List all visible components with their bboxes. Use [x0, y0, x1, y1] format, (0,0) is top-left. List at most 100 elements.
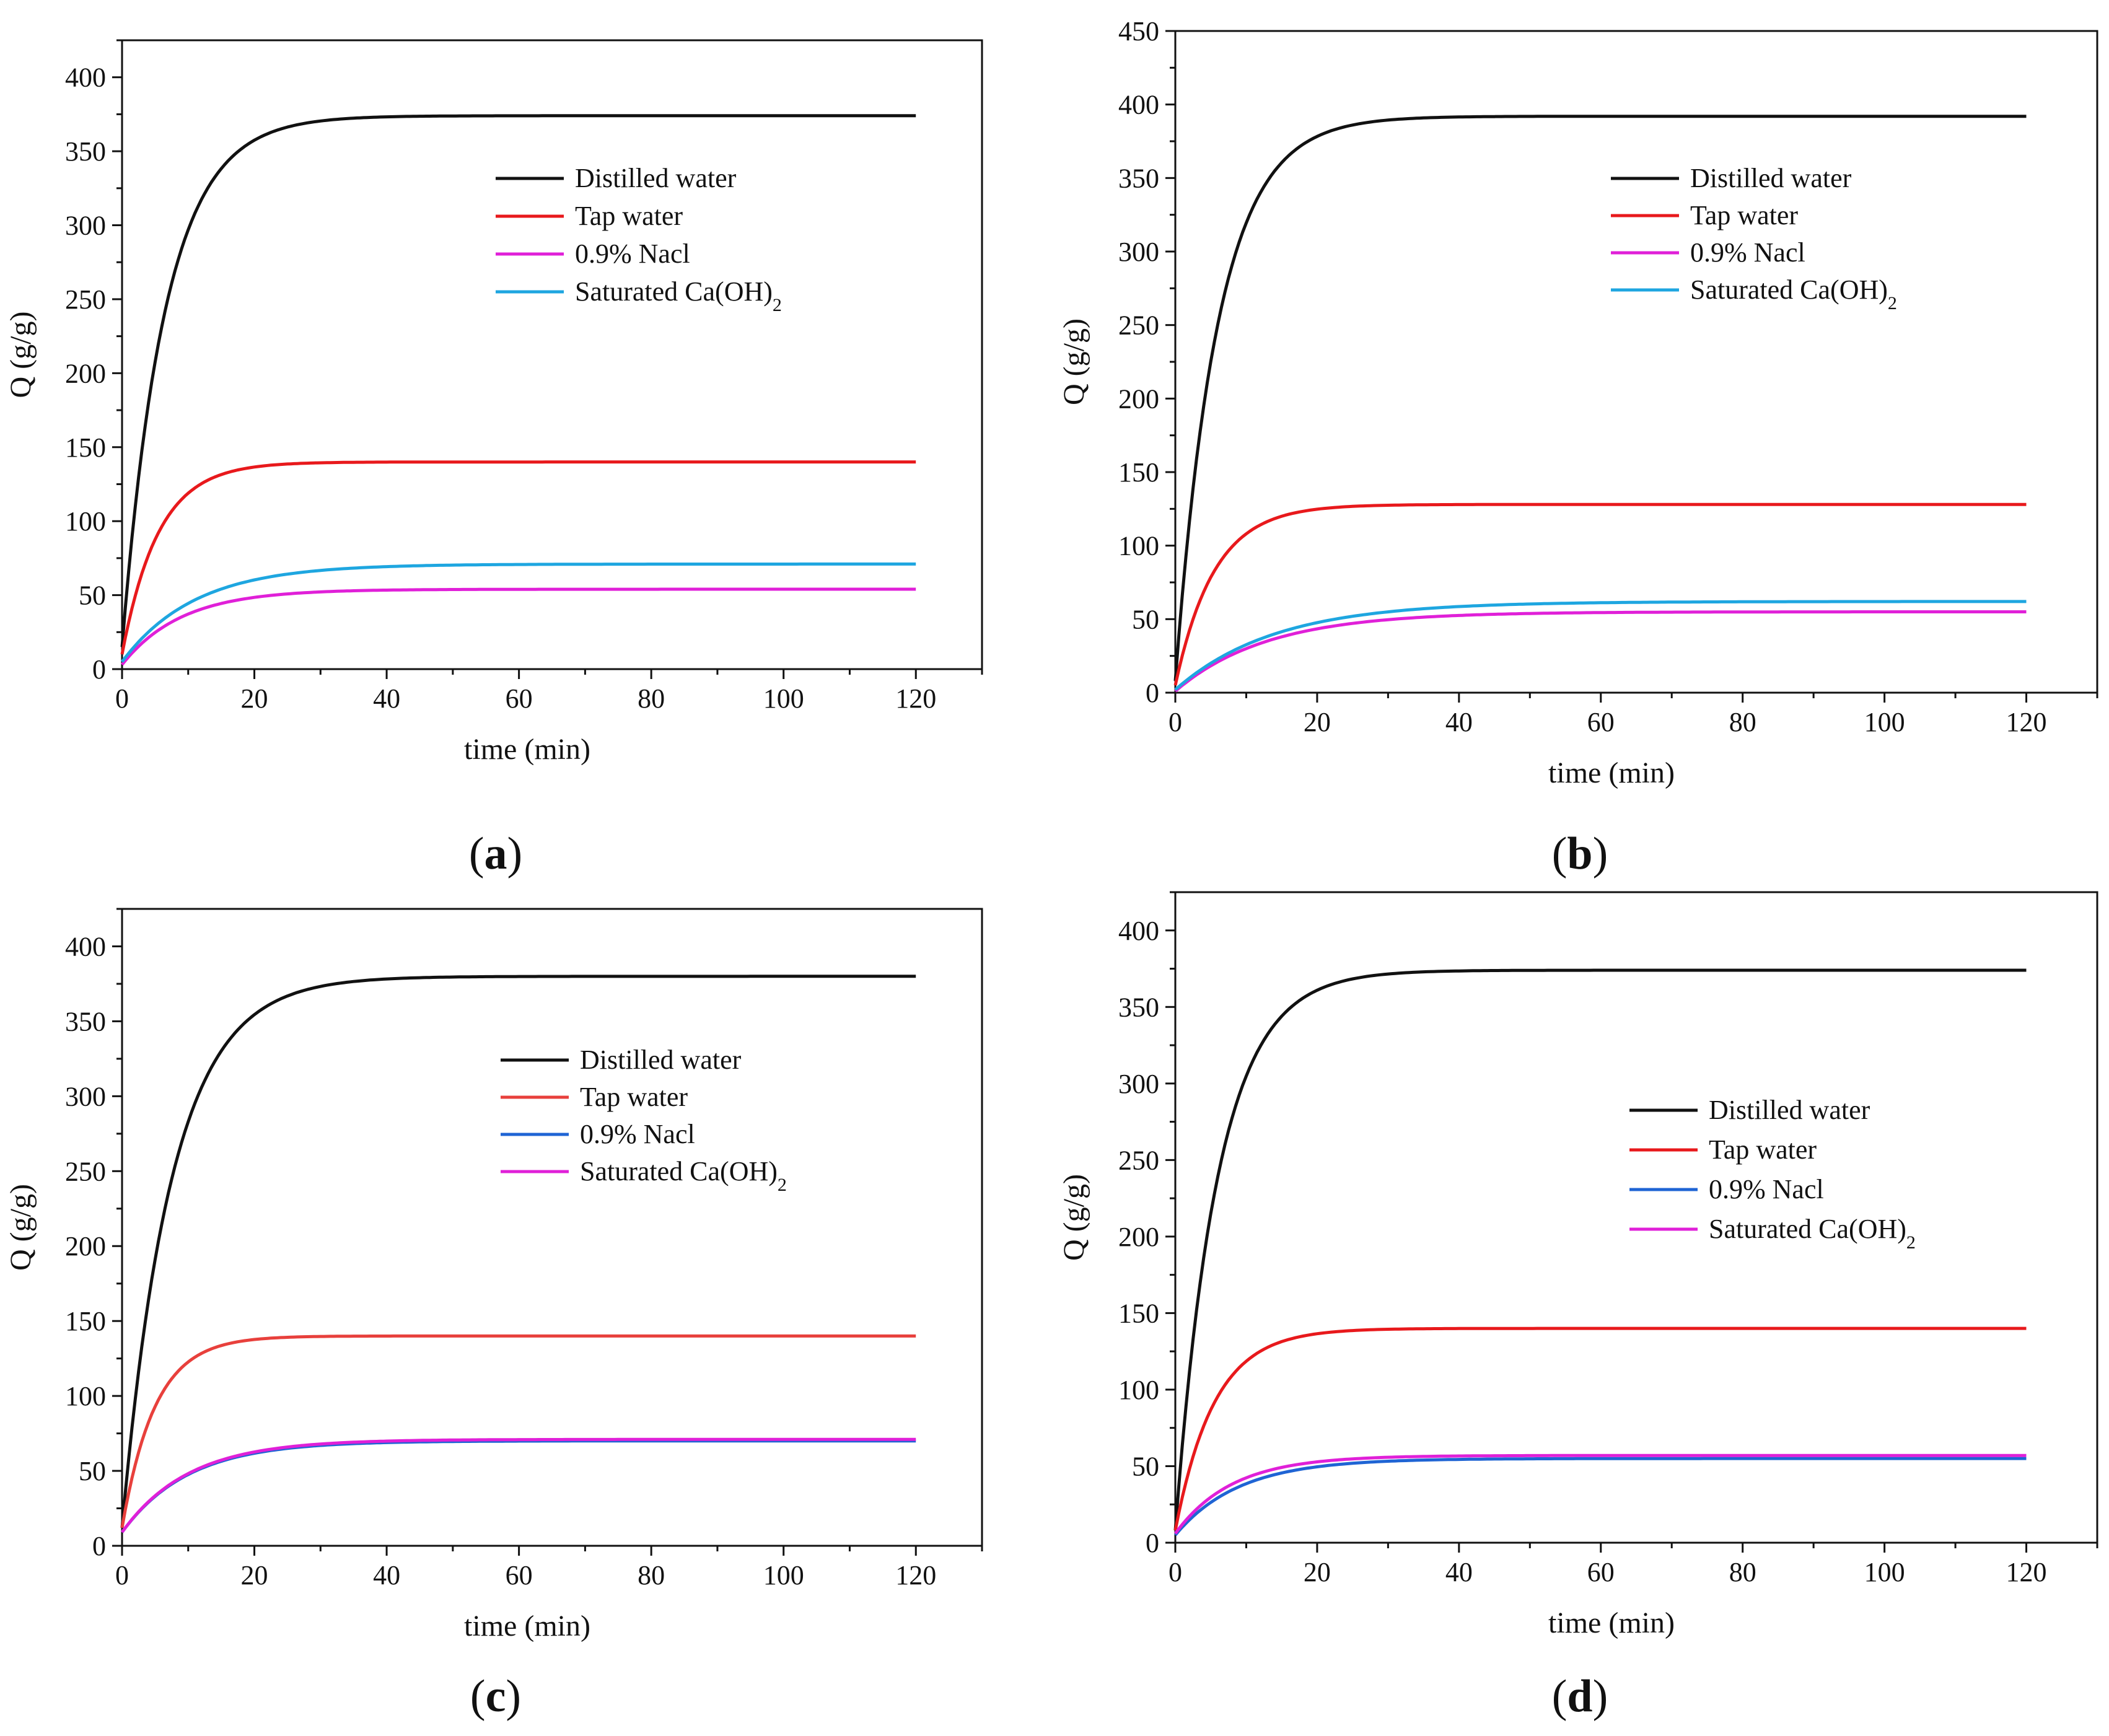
legend-label: Saturated Ca(OH)2 [580, 1156, 787, 1195]
legend-label: 0.9% Nacl [580, 1119, 695, 1149]
x-tick-label: 80 [638, 1560, 665, 1590]
x-tick-label: 60 [506, 683, 533, 714]
x-tick-label: 80 [1729, 707, 1756, 737]
y-tick-label: 200 [65, 358, 106, 388]
y-tick-label: 0 [1146, 678, 1159, 708]
x-tick-label: 120 [895, 683, 936, 714]
y-tick-label: 50 [1132, 604, 1159, 634]
series-line-2 [1173, 502, 2027, 686]
legend-label: Distilled water [1709, 1095, 1870, 1125]
y-tick-label: 400 [65, 63, 106, 93]
y-tick-label: 150 [65, 1306, 106, 1336]
series-line-4 [1174, 600, 2027, 691]
x-tick-label: 20 [1304, 1557, 1331, 1587]
y-tick-label: 0 [92, 654, 106, 685]
plot-frame [121, 39, 983, 670]
series-line-1 [120, 114, 916, 647]
y-tick-label: 300 [1118, 1069, 1159, 1099]
y-tick-label: 350 [65, 1006, 106, 1037]
y-tick-label: 250 [1118, 1145, 1159, 1175]
y-tick-label: 300 [1118, 237, 1159, 267]
y-tick-label: 0 [1146, 1528, 1159, 1558]
legend-subscript: 2 [773, 295, 782, 315]
legend-label: Distilled water [575, 163, 737, 193]
x-tick-label: 100 [763, 683, 804, 714]
legend-label: Distilled water [1690, 163, 1852, 193]
plot-frame [1174, 30, 2098, 694]
x-tick-label: 0 [1168, 1557, 1182, 1587]
x-tick-label: 40 [373, 683, 400, 714]
legend-label: Tap water [575, 201, 683, 231]
series-line-3 [1174, 1457, 2027, 1537]
y-tick-label: 400 [1118, 90, 1159, 120]
plot-frame [121, 908, 983, 1547]
series-line-1 [1173, 968, 2027, 1531]
panel-letter: a [484, 828, 507, 879]
chart-panel-a: 0 20 40 60 80 100 120 0 50 100 150 200 250 300 350 400 t… [4, 39, 983, 879]
legend-label: Saturated Ca(OH)2 [575, 276, 782, 315]
series-line-4 [1173, 1453, 2027, 1535]
legend-label: Distilled water [580, 1045, 742, 1075]
plot-frame [1174, 891, 2098, 1544]
y-axis-title: Q (g/g) [1058, 318, 1090, 405]
y-tick-label: 400 [65, 931, 106, 962]
y-axis-title: Q (g/g) [4, 312, 37, 398]
y-tick-label: 450 [1118, 16, 1159, 46]
y-tick-label: 350 [1118, 163, 1159, 193]
y-tick-label: 50 [79, 581, 106, 611]
x-tick-label: 60 [506, 1560, 533, 1590]
y-tick-label: 350 [1118, 992, 1159, 1022]
series-line-4 [120, 1437, 916, 1533]
x-tick-label: 0 [115, 1560, 129, 1590]
x-tick-label: 40 [1445, 707, 1473, 737]
legend-label: Saturated Ca(OH)2 [1709, 1214, 1916, 1253]
series-line-3 [121, 587, 916, 666]
x-axis-title: time (min) [464, 1610, 590, 1642]
y-tick-label: 150 [1118, 1298, 1159, 1328]
y-tick-label: 300 [65, 211, 106, 241]
y-axis-title: Q (g/g) [4, 1184, 37, 1271]
legend-label: 0.9% Nacl [1709, 1174, 1824, 1204]
x-tick-label: 20 [241, 1560, 268, 1590]
legend-label: Tap water [580, 1082, 688, 1112]
chart-panel-b: 0 20 40 60 80 100 120 0 50 100 150 200 250 300 350 400 4… [1058, 16, 2098, 879]
x-tick-label: 120 [2006, 1557, 2047, 1587]
y-tick-label: 100 [65, 506, 106, 537]
y-tick-label: 400 [1118, 916, 1159, 946]
panel-label: (c) [470, 1671, 521, 1722]
series-line-3 [1174, 610, 2027, 693]
panel-letter: c [486, 1671, 506, 1722]
panel-letter: b [1567, 828, 1592, 879]
series-line-2 [120, 460, 916, 655]
legend-subscript: 2 [1906, 1232, 1916, 1253]
y-tick-label: 250 [1118, 310, 1159, 341]
x-axis-title: time (min) [1548, 1607, 1675, 1639]
legend-label: Tap water [1690, 200, 1798, 230]
x-tick-label: 60 [1587, 1557, 1615, 1587]
x-tick-label: 40 [1445, 1557, 1473, 1587]
x-tick-label: 0 [1168, 707, 1182, 737]
y-tick-label: 250 [65, 284, 106, 315]
x-tick-label: 100 [1864, 1557, 1905, 1587]
series-line-1 [120, 975, 916, 1528]
series-line-2 [1173, 1326, 2027, 1531]
legend-subscript: 2 [778, 1175, 787, 1195]
series-line-4 [121, 562, 916, 663]
x-tick-label: 0 [115, 683, 129, 714]
y-tick-label: 100 [1118, 531, 1159, 561]
x-tick-label: 60 [1587, 707, 1615, 737]
x-tick-label: 20 [241, 683, 268, 714]
y-tick-label: 350 [65, 136, 106, 167]
y-tick-label: 150 [1118, 457, 1159, 488]
x-tick-label: 80 [1729, 1557, 1756, 1587]
legend-label: Tap water [1709, 1134, 1817, 1165]
x-tick-label: 100 [1864, 707, 1905, 737]
legend-label: 0.9% Nacl [575, 239, 690, 269]
x-tick-label: 80 [638, 683, 665, 714]
series-line-1 [1173, 115, 2027, 682]
y-tick-label: 100 [1118, 1375, 1159, 1405]
panel-label: (d) [1552, 1671, 1608, 1722]
y-axis-title: Q (g/g) [1058, 1174, 1090, 1261]
y-tick-label: 50 [79, 1456, 106, 1486]
